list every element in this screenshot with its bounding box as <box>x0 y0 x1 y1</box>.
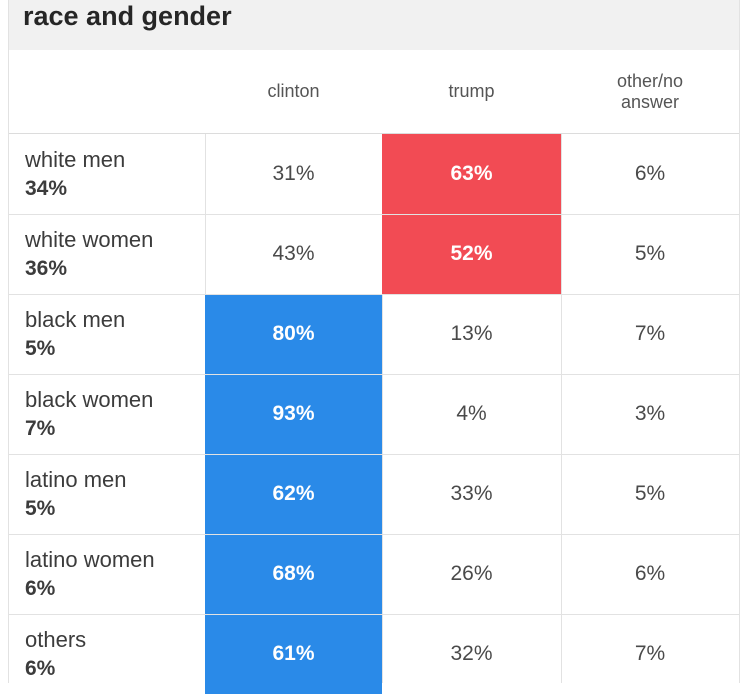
cell-trump: 32% <box>450 642 493 665</box>
row-label: white men 34% <box>9 134 205 214</box>
table-row: latino women 6% 68% 26% 6% <box>9 534 739 614</box>
row-label: latino men 5% <box>9 454 205 534</box>
column-header-other: other/no answer <box>561 50 739 133</box>
table-row: others 6% 61% 32% 7% <box>9 614 739 694</box>
group-name: others <box>25 627 87 652</box>
group-share: 6% <box>25 577 56 600</box>
cell-clinton: 93% <box>205 374 382 454</box>
row-label: others 6% <box>9 614 205 694</box>
group-share: 34% <box>25 177 68 200</box>
row-divider <box>9 534 739 535</box>
row-label: black men 5% <box>9 294 205 374</box>
table-row: black women 7% 93% 4% 3% <box>9 374 739 454</box>
cell-trump: 33% <box>450 482 493 505</box>
column-divider <box>561 134 562 683</box>
cell-other: 7% <box>634 642 666 665</box>
cell-trump: 63% <box>382 134 561 214</box>
cell-trump: 26% <box>450 562 493 585</box>
row-divider <box>9 294 739 295</box>
row-divider <box>9 374 739 375</box>
column-divider <box>382 134 383 683</box>
header-divider <box>9 133 739 134</box>
cell-other: 6% <box>634 162 666 185</box>
group-share: 6% <box>25 657 56 680</box>
cell-clinton: 43% <box>272 242 315 265</box>
cell-clinton: 31% <box>272 162 315 185</box>
cell-trump: 4% <box>456 402 487 425</box>
cell-other: 6% <box>634 562 666 585</box>
group-name: black women <box>25 387 154 412</box>
cell-clinton: 62% <box>205 454 382 534</box>
cell-clinton: 68% <box>205 534 382 614</box>
group-name: latino men <box>25 467 127 492</box>
table-row: black men 5% 80% 13% 7% <box>9 294 739 374</box>
chart-title: race and gender <box>23 1 232 31</box>
column-header-line: clinton <box>267 81 320 101</box>
group-share: 36% <box>25 257 68 280</box>
cell-other: 3% <box>634 402 666 425</box>
column-header-line: answer <box>620 91 680 112</box>
table-row: white women 36% 43% 52% 5% <box>9 214 739 294</box>
cell-trump: 13% <box>450 322 493 345</box>
cell-clinton: 61% <box>205 614 382 694</box>
group-name: white women <box>25 227 154 252</box>
row-divider <box>9 214 739 215</box>
row-divider <box>9 454 739 455</box>
column-header-line: other/no <box>616 70 684 91</box>
group-name: latino women <box>25 547 155 572</box>
column-header-trump: trump <box>382 50 561 133</box>
cell-other: 5% <box>634 482 666 505</box>
cell-other: 7% <box>634 322 666 345</box>
row-label: white women 36% <box>9 214 205 294</box>
group-name: black men <box>25 307 126 332</box>
cell-clinton: 80% <box>205 294 382 374</box>
group-share: 5% <box>25 497 56 520</box>
group-name: white men <box>25 147 126 172</box>
cell-other: 5% <box>634 242 666 265</box>
cell-trump: 52% <box>382 214 561 294</box>
group-share: 7% <box>25 417 56 440</box>
results-table: clinton trump other/no answer white men 34% 31… <box>8 50 740 694</box>
row-label: latino women 6% <box>9 534 205 614</box>
title-bar: race and gender <box>8 0 740 50</box>
row-divider <box>9 614 739 615</box>
column-header-line: trump <box>448 81 495 101</box>
table-row: white men 34% 31% 63% 6% <box>9 134 739 214</box>
table-row: latino men 5% 62% 33% 5% <box>9 454 739 534</box>
group-share: 5% <box>25 337 56 360</box>
column-header-clinton: clinton <box>205 50 382 133</box>
row-label: black women 7% <box>9 374 205 454</box>
